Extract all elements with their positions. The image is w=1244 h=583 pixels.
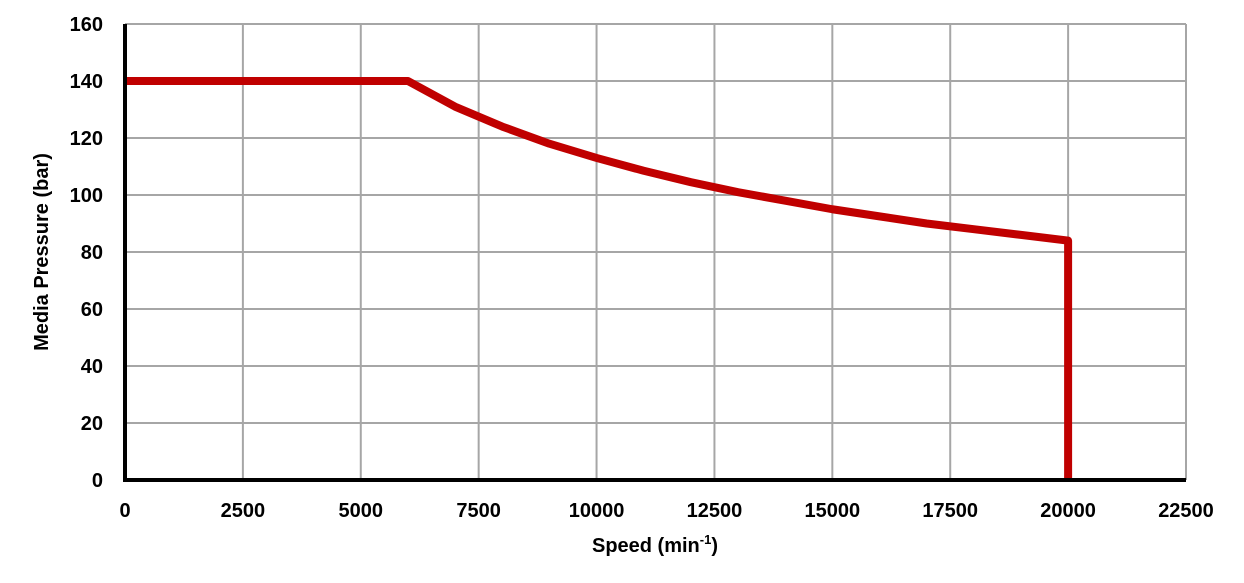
pressure-line	[125, 77, 1073, 480]
x-tick-label: 20000	[1040, 500, 1096, 522]
x-tick-label: 5000	[339, 500, 384, 522]
x-tick-label: 10000	[569, 500, 625, 522]
x-axis-title: Speed (min-1)	[592, 532, 718, 557]
y-tick-label: 160	[70, 14, 103, 36]
y-axis-title: Media Pressure (bar)	[31, 153, 53, 351]
x-tick-label: 12500	[687, 500, 743, 522]
y-tick-label: 0	[92, 470, 103, 492]
y-tick-label: 140	[70, 71, 103, 93]
x-tick-label: 17500	[922, 500, 978, 522]
data-series	[125, 77, 1073, 480]
x-tick-label: 15000	[805, 500, 861, 522]
y-tick-label: 100	[70, 185, 103, 207]
grid-lines	[125, 23, 1187, 480]
y-tick-label: 80	[81, 242, 103, 264]
y-tick-labels: 0 20 40 60 80 100 120 140 160	[70, 14, 103, 492]
x-tick-label: 2500	[221, 500, 266, 522]
x-tick-label: 7500	[456, 500, 501, 522]
y-tick-label: 40	[81, 356, 103, 378]
y-tick-label: 60	[81, 299, 103, 321]
x-tick-label: 0	[119, 500, 130, 522]
y-tick-label: 20	[81, 413, 103, 435]
x-tick-label: 22500	[1158, 500, 1214, 522]
y-tick-label: 120	[70, 128, 103, 150]
axes	[123, 24, 1186, 482]
x-tick-labels: 0 2500 5000 7500 10000 12500 15000 17500 20000 22…	[119, 500, 1213, 522]
